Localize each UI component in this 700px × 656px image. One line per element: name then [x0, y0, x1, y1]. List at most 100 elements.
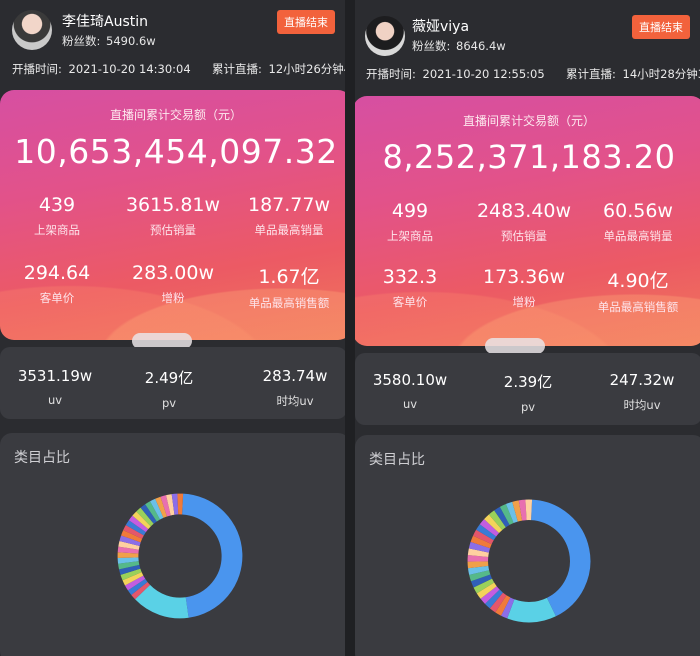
donut-small-segment[interactable]: [166, 494, 175, 516]
donut-small-segment[interactable]: [471, 574, 493, 588]
donut-small-segment[interactable]: [480, 586, 500, 604]
stat-value: 499: [391, 200, 429, 222]
donut-segment-primary[interactable]: [530, 499, 591, 617]
donut-small-segment[interactable]: [468, 541, 491, 553]
donut-small-segment[interactable]: [117, 546, 139, 554]
donut-small-segment[interactable]: [125, 520, 146, 536]
stat-value: 60.56w: [603, 200, 673, 222]
donut-small-segment[interactable]: [118, 561, 140, 570]
donut-small-segment[interactable]: [127, 578, 148, 595]
donut-small-segment[interactable]: [470, 535, 492, 549]
live-ended-button[interactable]: 直播结束: [632, 15, 690, 39]
stat-listed-products: 439 上架商品: [2, 194, 112, 238]
total-live-value: 14小时28分钟33秒: [622, 67, 700, 81]
donut-small-segment[interactable]: [484, 589, 504, 609]
donut-small-segment[interactable]: [122, 572, 144, 586]
donut-small-segment[interactable]: [501, 597, 515, 619]
category-title: 类目占比: [369, 452, 425, 468]
donut-small-segment[interactable]: [499, 504, 514, 525]
metric-value: 3531.19w: [17, 367, 93, 385]
stat-value: 3615.81w: [125, 194, 221, 216]
live-ended-button[interactable]: 直播结束: [277, 10, 335, 34]
stat-top-item-revenue: 1.67亿 单品最高销售额: [234, 262, 344, 311]
stat-label: 预估销量: [501, 229, 547, 243]
streamer-panel-austin: 李佳琦Austin 粉丝数: 5490.6w 直播结束 开播时间: 2021-1…: [0, 0, 345, 656]
metric-value: 247.32w: [609, 371, 675, 389]
blurred-watermark: [132, 333, 192, 349]
donut-small-segment[interactable]: [145, 501, 161, 522]
fans-value: 5490.6w: [106, 34, 156, 48]
donut-small-segment[interactable]: [512, 500, 523, 522]
donut-small-segment[interactable]: [518, 499, 527, 521]
donut-small-segment[interactable]: [118, 540, 140, 550]
avatar-icon[interactable]: [365, 16, 405, 56]
gmv-card: 直播间累计交易额（元） 10,653,454,097.32 439 上架商品 3…: [0, 90, 345, 340]
stat-label: 单品最高销售额: [597, 300, 679, 314]
donut-small-segment[interactable]: [476, 524, 497, 541]
donut-small-segment[interactable]: [473, 529, 494, 545]
donut-small-segment[interactable]: [476, 582, 497, 599]
avatar-icon[interactable]: [12, 10, 52, 50]
donut-segment-secondary[interactable]: [507, 597, 556, 623]
category-share-card: 类目占比: [0, 433, 345, 656]
stat-label: 单品最高销量: [603, 229, 673, 243]
metric-hourly-uv: 247.32w 时均uv: [587, 371, 697, 413]
streamer-name[interactable]: 薇娅viya: [412, 19, 470, 35]
donut-small-segment[interactable]: [505, 501, 518, 524]
gmv-title: 直播间累计交易额（元）: [109, 108, 242, 122]
donut-small-segment[interactable]: [128, 515, 149, 533]
donut-segment-secondary[interactable]: [135, 584, 189, 619]
donut-small-segment[interactable]: [119, 564, 141, 575]
donut-small-segment[interactable]: [119, 535, 141, 547]
blurred-watermark: [485, 338, 545, 354]
donut-small-segment[interactable]: [469, 570, 491, 582]
stat-avg-order: 294.64 客单价: [2, 262, 112, 306]
donut-small-segment[interactable]: [494, 506, 510, 528]
donut-small-segment[interactable]: [489, 592, 507, 613]
stat-label: 单品最高销量: [254, 223, 324, 237]
donut-small-segment[interactable]: [488, 510, 506, 531]
stat-value: 173.36w: [482, 266, 566, 288]
start-time-label: 开播时间:: [366, 67, 416, 81]
stat-top-item-revenue: 4.90亿 单品最高销售额: [583, 266, 693, 315]
donut-small-segment[interactable]: [150, 498, 164, 520]
category-donut-chart[interactable]: [115, 491, 245, 621]
donut-small-segment[interactable]: [123, 525, 144, 539]
donut-small-segment[interactable]: [495, 595, 511, 616]
streamer-panel-viya: 薇娅viya 粉丝数: 8646.4w 直播结束 开播时间: 2021-10-2…: [355, 0, 700, 656]
category-title: 类目占比: [14, 450, 70, 466]
donut-small-segment[interactable]: [124, 575, 146, 591]
donut-small-segment[interactable]: [484, 514, 503, 534]
donut-small-segment[interactable]: [160, 495, 171, 517]
metric-uv: 3531.19w uv: [0, 367, 110, 407]
traffic-metrics: 3580.10w uv 2.39亿 pv 247.32w 时均uv: [355, 353, 700, 425]
metric-label: pv: [520, 400, 536, 414]
stat-label: 增粉: [512, 295, 536, 309]
donut-small-segment[interactable]: [131, 581, 151, 600]
donut-small-segment[interactable]: [121, 530, 143, 543]
stat-label: 客单价: [392, 295, 428, 309]
donut-small-segment[interactable]: [140, 504, 157, 524]
traffic-metrics: 3531.19w uv 2.49亿 pv 283.74w 时均uv: [0, 347, 345, 419]
stat-label: 增粉: [161, 291, 185, 305]
donut-small-segment[interactable]: [136, 507, 154, 527]
stat-value: 1.67亿: [258, 266, 320, 288]
donut-small-segment[interactable]: [467, 548, 489, 558]
start-time-value: 2021-10-20 14:30:04: [68, 62, 191, 76]
stat-new-fans: 283.00w 增粉: [118, 262, 228, 306]
donut-small-segment[interactable]: [479, 519, 500, 537]
stat-top-item-sales: 60.56w 单品最高销量: [583, 200, 693, 244]
category-donut-chart[interactable]: [465, 497, 593, 625]
donut-segment-primary[interactable]: [181, 493, 243, 618]
donut-small-segment[interactable]: [155, 496, 168, 518]
streamer-name[interactable]: 李佳琦Austin: [62, 14, 148, 30]
stat-label: 上架商品: [34, 223, 80, 237]
donut-small-segment[interactable]: [120, 568, 142, 581]
donut-small-segment[interactable]: [467, 565, 490, 575]
gmv-value: 10,653,454,097.32: [14, 132, 338, 171]
stat-value: 4.90亿: [607, 270, 669, 292]
fans-label: 粉丝数:: [62, 34, 101, 48]
donut-small-segment[interactable]: [473, 578, 495, 594]
stat-top-item-sales: 187.77w 单品最高销量: [234, 194, 344, 238]
donut-small-segment[interactable]: [132, 511, 151, 530]
